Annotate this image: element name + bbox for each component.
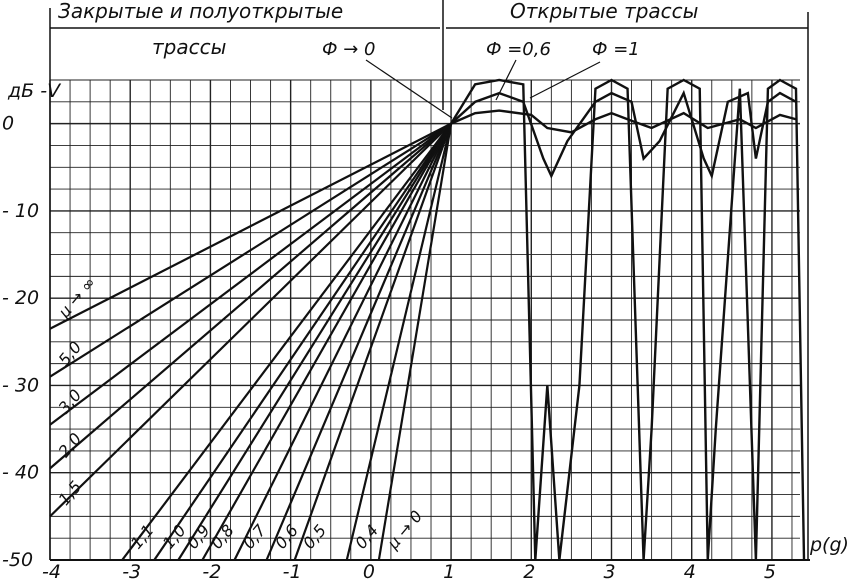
closed-line bbox=[177, 123, 453, 561]
closed-line-label: 0,7 bbox=[239, 520, 270, 552]
closed-line bbox=[121, 122, 452, 561]
x-tick-label: 3 bbox=[603, 561, 615, 581]
x-tick-label: -1 bbox=[283, 561, 302, 581]
closed-line-label: 0,5 bbox=[299, 521, 330, 553]
x-tick-label: -4 bbox=[42, 561, 61, 581]
y-tick-label: 0 bbox=[2, 113, 14, 135]
phi-label-1: Ф =1 bbox=[592, 39, 640, 60]
x-tick-label: 1 bbox=[443, 561, 455, 581]
phi0-leader bbox=[365, 59, 453, 119]
open-curve bbox=[450, 109, 797, 134]
curves bbox=[49, 78, 806, 561]
closed-line-label: 0,8 bbox=[207, 521, 238, 553]
y-tick-label: -50 bbox=[2, 549, 33, 571]
closed-line bbox=[377, 123, 453, 561]
phi-label-0: Ф → 0 bbox=[322, 39, 375, 60]
closed-line-label: 5,0 bbox=[55, 338, 86, 370]
closed-line bbox=[345, 123, 453, 561]
closed-line bbox=[49, 122, 452, 470]
closed-line bbox=[153, 123, 452, 561]
closed-line bbox=[49, 122, 452, 378]
closed-line-label: 3,0 bbox=[55, 386, 86, 418]
phi1-leader bbox=[529, 61, 601, 99]
open-curve bbox=[450, 78, 806, 561]
y-axis-label: дБ -V bbox=[7, 80, 62, 102]
open-curve bbox=[450, 89, 797, 180]
closed-line-label: μ → 0 bbox=[383, 507, 426, 554]
closed-line bbox=[49, 122, 452, 426]
y-tick-label: - 40 bbox=[2, 462, 39, 484]
closed-line bbox=[49, 122, 452, 518]
closed-line bbox=[201, 123, 453, 561]
header-closed: Закрытые и полуоткрытые bbox=[58, 0, 343, 23]
x-tick-label: 0 bbox=[363, 561, 375, 581]
x-tick-label: -3 bbox=[122, 561, 141, 581]
x-tick-label: 2 bbox=[523, 561, 535, 581]
closed-line bbox=[49, 122, 452, 330]
phi06-leader bbox=[495, 59, 517, 101]
grid bbox=[49, 79, 810, 561]
closed-line-label: 2,0 bbox=[55, 429, 86, 461]
x-axis-label: p(g) bbox=[809, 534, 849, 556]
y-tick-label: - 10 bbox=[2, 200, 39, 222]
x-tick-label: 4 bbox=[684, 561, 696, 581]
closed-line bbox=[233, 123, 453, 561]
header-closed-sub: трассы bbox=[152, 35, 226, 59]
phi-label-06: Ф =0,6 bbox=[486, 39, 551, 60]
closed-line bbox=[293, 123, 453, 561]
closed-line-label: 1,5 bbox=[55, 477, 86, 509]
x-tick-label: -2 bbox=[202, 561, 221, 581]
y-tick-label: - 30 bbox=[2, 374, 39, 396]
x-tick-label: 5 bbox=[764, 561, 776, 581]
header-open: Открытые трассы bbox=[510, 0, 698, 23]
y-tick-label: - 20 bbox=[2, 287, 39, 309]
closed-line bbox=[265, 123, 453, 561]
closed-line-label: 0,6 bbox=[271, 521, 302, 553]
